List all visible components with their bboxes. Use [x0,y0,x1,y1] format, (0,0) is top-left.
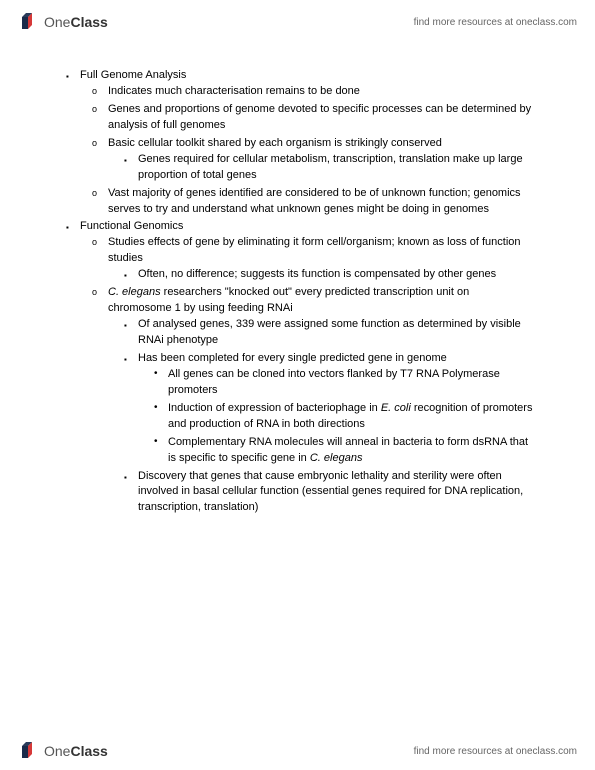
list-item: Has been completed for every single pred… [138,351,535,467]
list-item: Studies effects of gene by eliminating i… [108,235,535,283]
list-item: Genes and proportions of genome devoted … [108,102,535,134]
footer-logo-icon [18,740,40,762]
list-item: Of analysed genes, 339 were assigned som… [138,317,535,349]
list-item: Genes required for cellular metabolism, … [138,152,535,184]
list-item: Induction of expression of bacteriophage… [168,401,535,433]
document-content: Full Genome AnalysisIndicates much chara… [0,38,595,538]
logo-icon [18,11,40,33]
list-item: Basic cellular toolkit shared by each or… [108,136,535,184]
footer: OneClass find more resources at oneclass… [0,740,595,762]
footer-logo: OneClass [18,740,108,762]
resource-link[interactable]: find more resources at oneclass.com [414,17,577,28]
list-item: Often, no difference; suggests its funct… [138,267,535,283]
logo: OneClass [18,11,108,33]
logo-text: OneClass [44,14,108,30]
footer-logo-text: OneClass [44,743,108,759]
list-item: C. elegans researchers "knocked out" eve… [108,285,535,516]
list-item: Complementary RNA molecules will anneal … [168,435,535,467]
section-heading: Functional GenomicsStudies effects of ge… [80,219,535,516]
section-heading: Full Genome AnalysisIndicates much chara… [80,68,535,217]
header: OneClass find more resources at oneclass… [0,0,595,38]
list-item: Vast majority of genes identified are co… [108,186,535,218]
list-item: All genes can be cloned into vectors fla… [168,367,535,399]
list-item: Discovery that genes that cause embryoni… [138,469,535,517]
footer-resource-link[interactable]: find more resources at oneclass.com [414,746,577,757]
list-item: Indicates much characterisation remains … [108,84,535,100]
